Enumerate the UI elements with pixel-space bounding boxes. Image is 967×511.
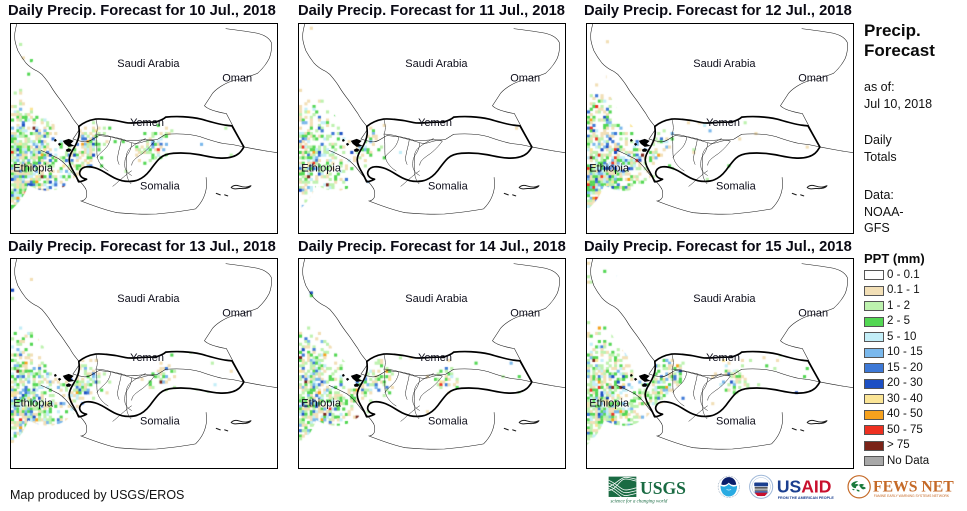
svg-text:Saudi Arabia: Saudi Arabia — [117, 293, 180, 305]
svg-text:Somalia: Somalia — [140, 415, 181, 427]
svg-text:USAID: USAID — [777, 476, 832, 496]
svg-text:Saudi Arabia: Saudi Arabia — [405, 58, 468, 70]
svg-text:FROM THE AMERICAN PEOPLE: FROM THE AMERICAN PEOPLE — [778, 496, 835, 500]
svg-text:Yemen: Yemen — [418, 117, 452, 129]
svg-text:Ethiopia: Ethiopia — [301, 163, 342, 175]
svg-text:USGS: USGS — [640, 478, 686, 498]
svg-text:Oman: Oman — [798, 307, 828, 319]
svg-text:Oman: Oman — [222, 307, 252, 319]
svg-text:Ethiopia: Ethiopia — [589, 163, 630, 175]
svg-text:Oman: Oman — [510, 307, 540, 319]
svg-text:Somalia: Somalia — [716, 180, 757, 192]
svg-text:Ethiopia: Ethiopia — [13, 163, 54, 175]
svg-text:Yemen: Yemen — [130, 117, 164, 129]
svg-text:Somalia: Somalia — [428, 180, 469, 192]
svg-text:Somalia: Somalia — [140, 180, 181, 192]
svg-text:Yemen: Yemen — [706, 117, 740, 129]
svg-text:Oman: Oman — [510, 72, 540, 84]
svg-text:Oman: Oman — [222, 72, 252, 84]
svg-text:Somalia: Somalia — [716, 415, 757, 427]
svg-text:FAMINE EARLY WARNING SYSTEMS N: FAMINE EARLY WARNING SYSTEMS NETWORK — [874, 494, 950, 498]
svg-text:Oman: Oman — [798, 72, 828, 84]
svg-text:science for a changing world: science for a changing world — [610, 500, 667, 505]
svg-text:Yemen: Yemen — [706, 352, 740, 364]
svg-text:Somalia: Somalia — [428, 415, 469, 427]
svg-text:Ethiopia: Ethiopia — [301, 398, 342, 410]
svg-text:Saudi Arabia: Saudi Arabia — [117, 58, 180, 70]
svg-text:Saudi Arabia: Saudi Arabia — [693, 58, 756, 70]
svg-text:FEWS NET: FEWS NET — [873, 478, 954, 495]
svg-text:Yemen: Yemen — [130, 352, 164, 364]
svg-text:Ethiopia: Ethiopia — [589, 398, 630, 410]
svg-text:Ethiopia: Ethiopia — [13, 398, 54, 410]
svg-text:Yemen: Yemen — [418, 352, 452, 364]
svg-text:Saudi Arabia: Saudi Arabia — [405, 293, 468, 305]
svg-text:Saudi Arabia: Saudi Arabia — [693, 293, 756, 305]
